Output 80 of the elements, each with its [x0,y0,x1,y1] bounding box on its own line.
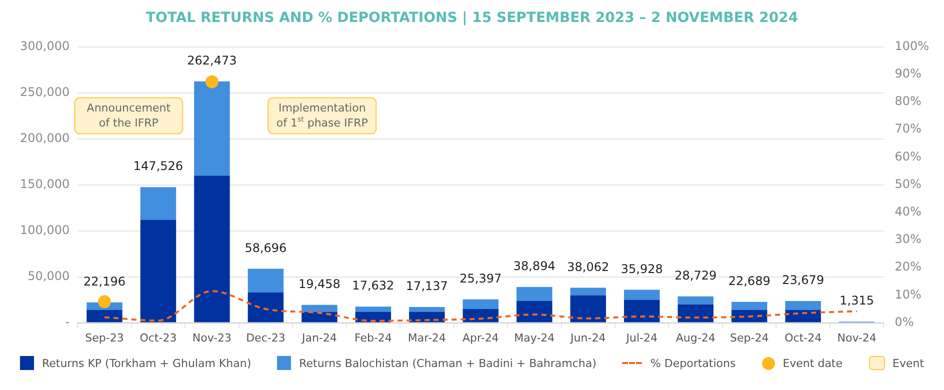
total-label: 23,679 [782,273,824,288]
bar [462,299,499,309]
total-label: 22,196 [83,274,126,289]
x-tick-label: Oct-24 [784,331,822,344]
bar [409,307,445,312]
bar [570,288,606,296]
legend-label: Returns Balochistan (Chaman + Badini + Bahramcha) [299,356,596,370]
y2-tick-label: 80% [894,94,922,108]
y2-tick-label: 100% [894,38,930,53]
bar [462,309,499,322]
chart-title: TOTAL RETURNS AND % DEPORTATIONS | 15 SEPTEMBER 2023 – 2 NOVEMBER 2024 [146,10,798,26]
bar [678,296,714,304]
total-label: 35,928 [620,262,663,276]
x-tick-label: Aug-24 [676,331,716,344]
total-label: 17,632 [352,278,394,293]
bar [624,300,660,322]
total-label: 17,137 [406,279,448,294]
y-tick-label: 100,000 [20,222,70,237]
text: Event [892,356,924,370]
bar [302,304,338,312]
bar [248,268,284,292]
total-label: 147,526 [133,159,184,174]
total-label: 58,696 [244,240,287,255]
x-tick-label: Oct-23 [140,331,177,344]
total-label: 38,894 [513,259,556,274]
bar [516,287,552,301]
total-label: 38,062 [567,260,610,274]
bar [731,302,768,310]
x-tick-label: Jun-24 [570,331,606,344]
y-tick-label: - [65,314,70,329]
legend-label: Event date [782,356,843,370]
x-tick-label: Nov-24 [837,331,876,344]
x-tick-label: May-24 [514,331,555,344]
x-tick-label: Sep-23 [85,331,124,344]
y2-tick-label: 30% [894,232,922,246]
x-tick-label: Mar-24 [408,331,446,344]
total-label: 1,315 [840,294,874,308]
bar [140,187,176,220]
bar [785,310,821,322]
y-tick-label: 50,000 [28,268,70,283]
x-tick-label: Apr-24 [462,331,499,344]
total-label: 22,689 [728,274,770,288]
total-label: 25,397 [460,272,502,286]
bar [140,220,176,322]
bar [785,301,821,310]
y-tick-label: 150,000 [20,176,70,191]
y-tick-label: 200,000 [20,130,70,145]
bar [678,304,714,322]
legend-label: Returns KP (Torkham + Ghulam Khan) [42,356,252,370]
bar [302,312,338,322]
y2-tick-label: 90% [894,66,922,81]
bar [731,310,768,322]
y2-tick-label: 20% [894,260,922,274]
x-tick-label: Jul-24 [625,331,658,344]
total-label: 262,473 [187,53,237,68]
bar [194,81,230,176]
total-label: 28,729 [674,268,717,282]
bar [355,306,392,312]
x-tick-label: Dec-23 [246,331,286,344]
y2-tick-label: 70% [894,122,922,136]
bar [86,310,122,322]
bar [194,176,230,322]
x-tick-label: Jan-24 [300,331,337,344]
legend-label: % Deportations [650,356,736,370]
bar [624,290,660,300]
y2-tick-label: 10% [894,287,922,302]
y2-tick-label: 60% [894,149,922,164]
bar [570,295,606,322]
y2-tick-label: 40% [894,204,922,219]
x-tick-label: Feb-24 [354,331,392,344]
annotation: Announcement of the IFRP [86,102,172,130]
x-tick-label: Sep-24 [730,331,769,344]
bar [248,292,284,322]
bar [516,300,552,322]
y2-tick-label: 50% [894,176,922,191]
y2-tick-label: 0% [894,314,914,329]
y-tick-label: 300,000 [20,38,70,53]
y-tick-label: 250,000 [20,84,70,99]
total-label: 19,458 [298,277,340,292]
x-tick-label: Nov-23 [192,331,232,344]
